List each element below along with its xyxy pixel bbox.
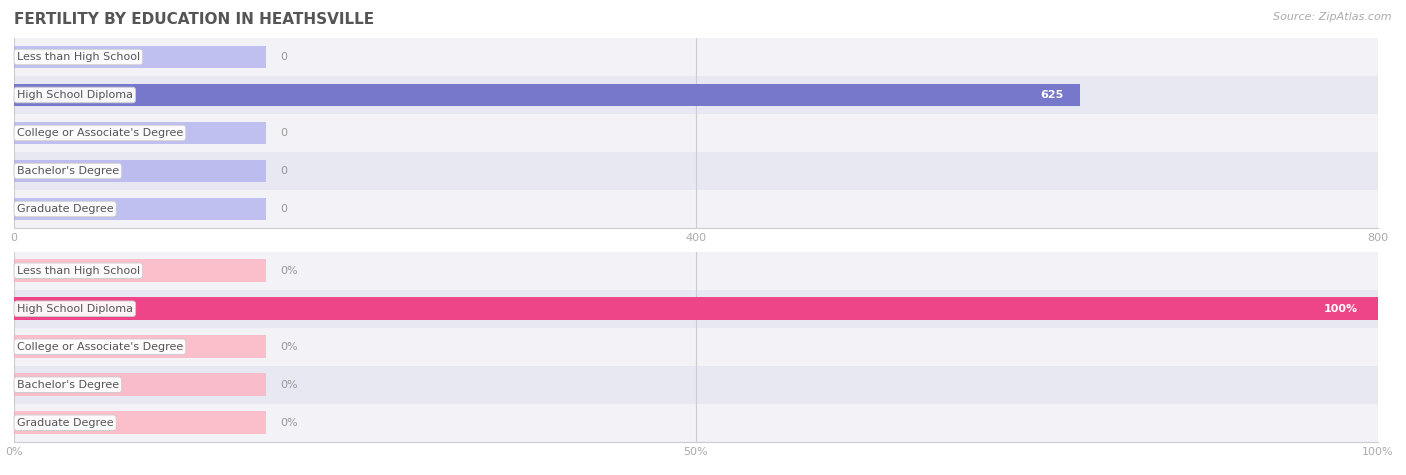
Bar: [14, 84, 1080, 106]
Bar: [14, 290, 1378, 328]
Text: Graduate Degree: Graduate Degree: [17, 204, 114, 214]
Text: 625: 625: [1040, 90, 1063, 100]
Bar: [14, 366, 1378, 404]
Bar: [14, 152, 1378, 190]
Text: 0%: 0%: [280, 266, 298, 276]
Bar: [14, 411, 266, 434]
Text: 0: 0: [280, 204, 287, 214]
Bar: [14, 198, 266, 220]
Text: Graduate Degree: Graduate Degree: [17, 418, 114, 428]
Text: 0: 0: [280, 128, 287, 138]
Text: Bachelor's Degree: Bachelor's Degree: [17, 380, 120, 390]
Bar: [14, 76, 1378, 114]
Text: College or Associate's Degree: College or Associate's Degree: [17, 342, 183, 352]
Bar: [14, 373, 266, 396]
Text: Bachelor's Degree: Bachelor's Degree: [17, 166, 120, 176]
Bar: [14, 404, 1378, 442]
Text: Source: ZipAtlas.com: Source: ZipAtlas.com: [1274, 12, 1392, 22]
Text: College or Associate's Degree: College or Associate's Degree: [17, 128, 183, 138]
Text: 0%: 0%: [280, 380, 298, 390]
Text: Less than High School: Less than High School: [17, 266, 141, 276]
Text: 0%: 0%: [280, 418, 298, 428]
Bar: [14, 259, 266, 282]
Text: 100%: 100%: [1323, 304, 1357, 314]
Bar: [14, 160, 266, 182]
Text: 0: 0: [280, 52, 287, 62]
Text: High School Diploma: High School Diploma: [17, 90, 132, 100]
Bar: [14, 46, 266, 68]
Bar: [14, 190, 1378, 228]
Text: High School Diploma: High School Diploma: [17, 304, 132, 314]
Bar: [14, 252, 1378, 290]
Bar: [14, 328, 1378, 366]
Text: 0%: 0%: [280, 342, 298, 352]
Text: FERTILITY BY EDUCATION IN HEATHSVILLE: FERTILITY BY EDUCATION IN HEATHSVILLE: [14, 12, 374, 27]
Bar: [14, 335, 266, 358]
Text: 0: 0: [280, 166, 287, 176]
Bar: [14, 122, 266, 144]
Text: Less than High School: Less than High School: [17, 52, 141, 62]
Bar: [14, 114, 1378, 152]
Bar: [14, 297, 1378, 320]
Bar: [14, 38, 1378, 76]
